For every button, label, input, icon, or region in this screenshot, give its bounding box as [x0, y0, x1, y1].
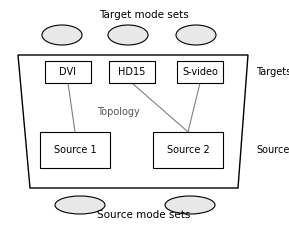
Ellipse shape [42, 25, 82, 45]
Bar [109, 61, 155, 83]
Bar [153, 132, 223, 168]
Bar [40, 132, 110, 168]
Text: Source mode sets: Source mode sets [97, 210, 191, 220]
Bar [177, 61, 223, 83]
Text: Sources: Sources [256, 145, 289, 155]
Text: Source 2: Source 2 [167, 145, 209, 155]
Bar [45, 61, 91, 83]
Text: Source 1: Source 1 [54, 145, 96, 155]
Polygon shape [18, 55, 248, 188]
Text: Targets: Targets [256, 67, 289, 77]
Ellipse shape [165, 196, 215, 214]
Text: HD15: HD15 [118, 67, 146, 77]
Text: Target mode sets: Target mode sets [99, 10, 189, 20]
Ellipse shape [55, 196, 105, 214]
Ellipse shape [176, 25, 216, 45]
Text: S-video: S-video [182, 67, 218, 77]
Ellipse shape [108, 25, 148, 45]
Text: DVI: DVI [60, 67, 77, 77]
Text: Topology: Topology [97, 107, 139, 117]
